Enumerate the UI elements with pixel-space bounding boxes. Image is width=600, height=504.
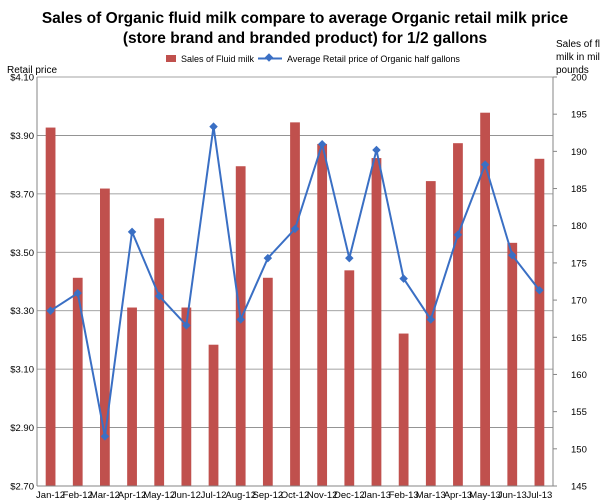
right-tick-label: 175 xyxy=(571,258,587,269)
bar-Oct-12 xyxy=(290,122,300,486)
price-point-Mar-12 xyxy=(100,432,110,441)
x-tick-label: Oct-12 xyxy=(281,490,310,501)
bar-Jul-13 xyxy=(534,158,545,487)
x-tick-label: Feb-12 xyxy=(63,490,93,501)
bar-Dec-12 xyxy=(344,270,355,486)
right-axis-title-line-1: Sales of fluid xyxy=(556,39,600,50)
price-point-Jan-12 xyxy=(46,306,55,315)
price-point-Jul-13 xyxy=(535,286,544,295)
price-point-Sep-12 xyxy=(263,253,273,263)
x-tick-label: Jun-13 xyxy=(498,490,527,501)
right-tick-label: 200 xyxy=(571,73,587,84)
left-axis-ticks: $2.70 $2.90 $3.10 $3.30 $3.50 $3.70 $3.90 $4.10 xyxy=(10,73,34,493)
right-axis-ticks: 145 150 155 160 165 170 175 180 185 190 195 200 xyxy=(553,73,587,493)
price-point-Oct-12 xyxy=(290,224,300,234)
x-tick-label: Sep-12 xyxy=(253,490,284,501)
right-axis-title-line-3: pounds xyxy=(556,65,589,76)
right-tick-label: 185 xyxy=(571,184,587,195)
price-point-Apr-13 xyxy=(453,230,463,239)
price-point-Jun-13 xyxy=(508,250,517,260)
x-tick-label: Jan-12 xyxy=(36,490,65,501)
price-point-Feb-12 xyxy=(73,288,82,298)
x-tick-label: Apr-13 xyxy=(444,490,473,501)
legend-label-price: Average Retail price of Organic half gal… xyxy=(287,54,460,64)
price-point-Mar-13 xyxy=(426,315,436,324)
left-axis-title: Retail price xyxy=(7,65,57,76)
right-tick-label: 160 xyxy=(571,370,587,381)
bar-Jan-13 xyxy=(371,158,382,486)
x-tick-label: Jun-12 xyxy=(172,490,201,501)
price-point-Feb-13 xyxy=(399,274,408,283)
right-tick-label: 150 xyxy=(571,444,587,455)
right-tick-label: 165 xyxy=(571,333,587,344)
bar-Jul-12 xyxy=(208,344,219,486)
x-tick-label: Apr-12 xyxy=(118,490,147,501)
bar-Jun-13 xyxy=(507,242,518,486)
price-point-Jun-12 xyxy=(182,321,191,330)
bar-Mar-13 xyxy=(425,181,436,487)
price-point-Dec-12 xyxy=(345,253,354,263)
chart-title-line-1: Sales of Organic fluid milk compare to a… xyxy=(42,10,569,27)
x-tick-label: Mar-12 xyxy=(90,490,120,501)
price-point-Jan-13 xyxy=(372,145,381,155)
price-point-Nov-12 xyxy=(317,139,327,149)
bar-Feb-12 xyxy=(72,277,83,486)
x-tick-label: May-12 xyxy=(143,490,175,501)
bar-May-13 xyxy=(480,112,490,486)
bar-May-12 xyxy=(154,218,165,487)
left-tick-label: $3.10 xyxy=(10,365,34,376)
bar-Apr-13 xyxy=(453,143,463,486)
bar-Mar-12 xyxy=(100,188,110,486)
price-point-Apr-12 xyxy=(127,227,137,237)
left-tick-label: $3.50 xyxy=(10,248,34,259)
right-tick-label: 145 xyxy=(571,482,587,493)
price-point-May-13 xyxy=(480,160,490,169)
right-tick-label: 155 xyxy=(571,407,587,418)
left-tick-label: $3.90 xyxy=(10,131,34,142)
bar-Aug-12 xyxy=(235,166,246,486)
bar-Sep-12 xyxy=(262,277,273,486)
x-tick-label: Jul-12 xyxy=(201,490,227,501)
right-tick-label: 170 xyxy=(571,296,587,307)
legend-marker-price xyxy=(264,53,274,62)
right-axis-title-line-2: milk in millions xyxy=(556,52,600,63)
x-tick-label: Jul-13 xyxy=(526,490,552,501)
x-tick-label: Feb-13 xyxy=(389,490,419,501)
left-tick-label: $3.70 xyxy=(10,189,34,200)
bar-Nov-12 xyxy=(317,143,328,486)
left-tick-label: $2.90 xyxy=(10,423,34,434)
bar-Jun-12 xyxy=(181,307,192,486)
right-tick-label: 195 xyxy=(571,110,587,121)
legend: Sales of Fluid milk Average Retail price… xyxy=(166,53,460,64)
x-tick-label: May-13 xyxy=(469,490,501,501)
x-tick-label: Aug-12 xyxy=(225,490,256,501)
chart-title-line-2: (store brand and branded product) for 1/… xyxy=(123,30,487,47)
right-tick-label: 190 xyxy=(571,147,587,158)
price-point-Jul-12 xyxy=(209,122,218,131)
axes xyxy=(36,77,554,487)
bar-Apr-12 xyxy=(127,307,137,486)
x-tick-label: Dec-12 xyxy=(334,490,365,501)
right-tick-label: 180 xyxy=(571,221,587,232)
x-tick-label: Mar-13 xyxy=(416,490,446,501)
left-tick-label: $4.10 xyxy=(10,73,34,84)
x-tick-label: Jan-13 xyxy=(362,490,391,501)
legend-label-sales: Sales of Fluid milk xyxy=(181,54,255,64)
left-tick-label: $2.70 xyxy=(10,482,34,493)
price-point-May-12 xyxy=(154,291,164,301)
bar-Feb-13 xyxy=(398,333,409,486)
legend-swatch-sales xyxy=(166,55,176,62)
left-tick-label: $3.30 xyxy=(10,306,34,317)
x-tick-label: Nov-12 xyxy=(307,490,338,501)
line-series-price xyxy=(46,122,544,441)
price-point-Aug-12 xyxy=(236,315,245,324)
